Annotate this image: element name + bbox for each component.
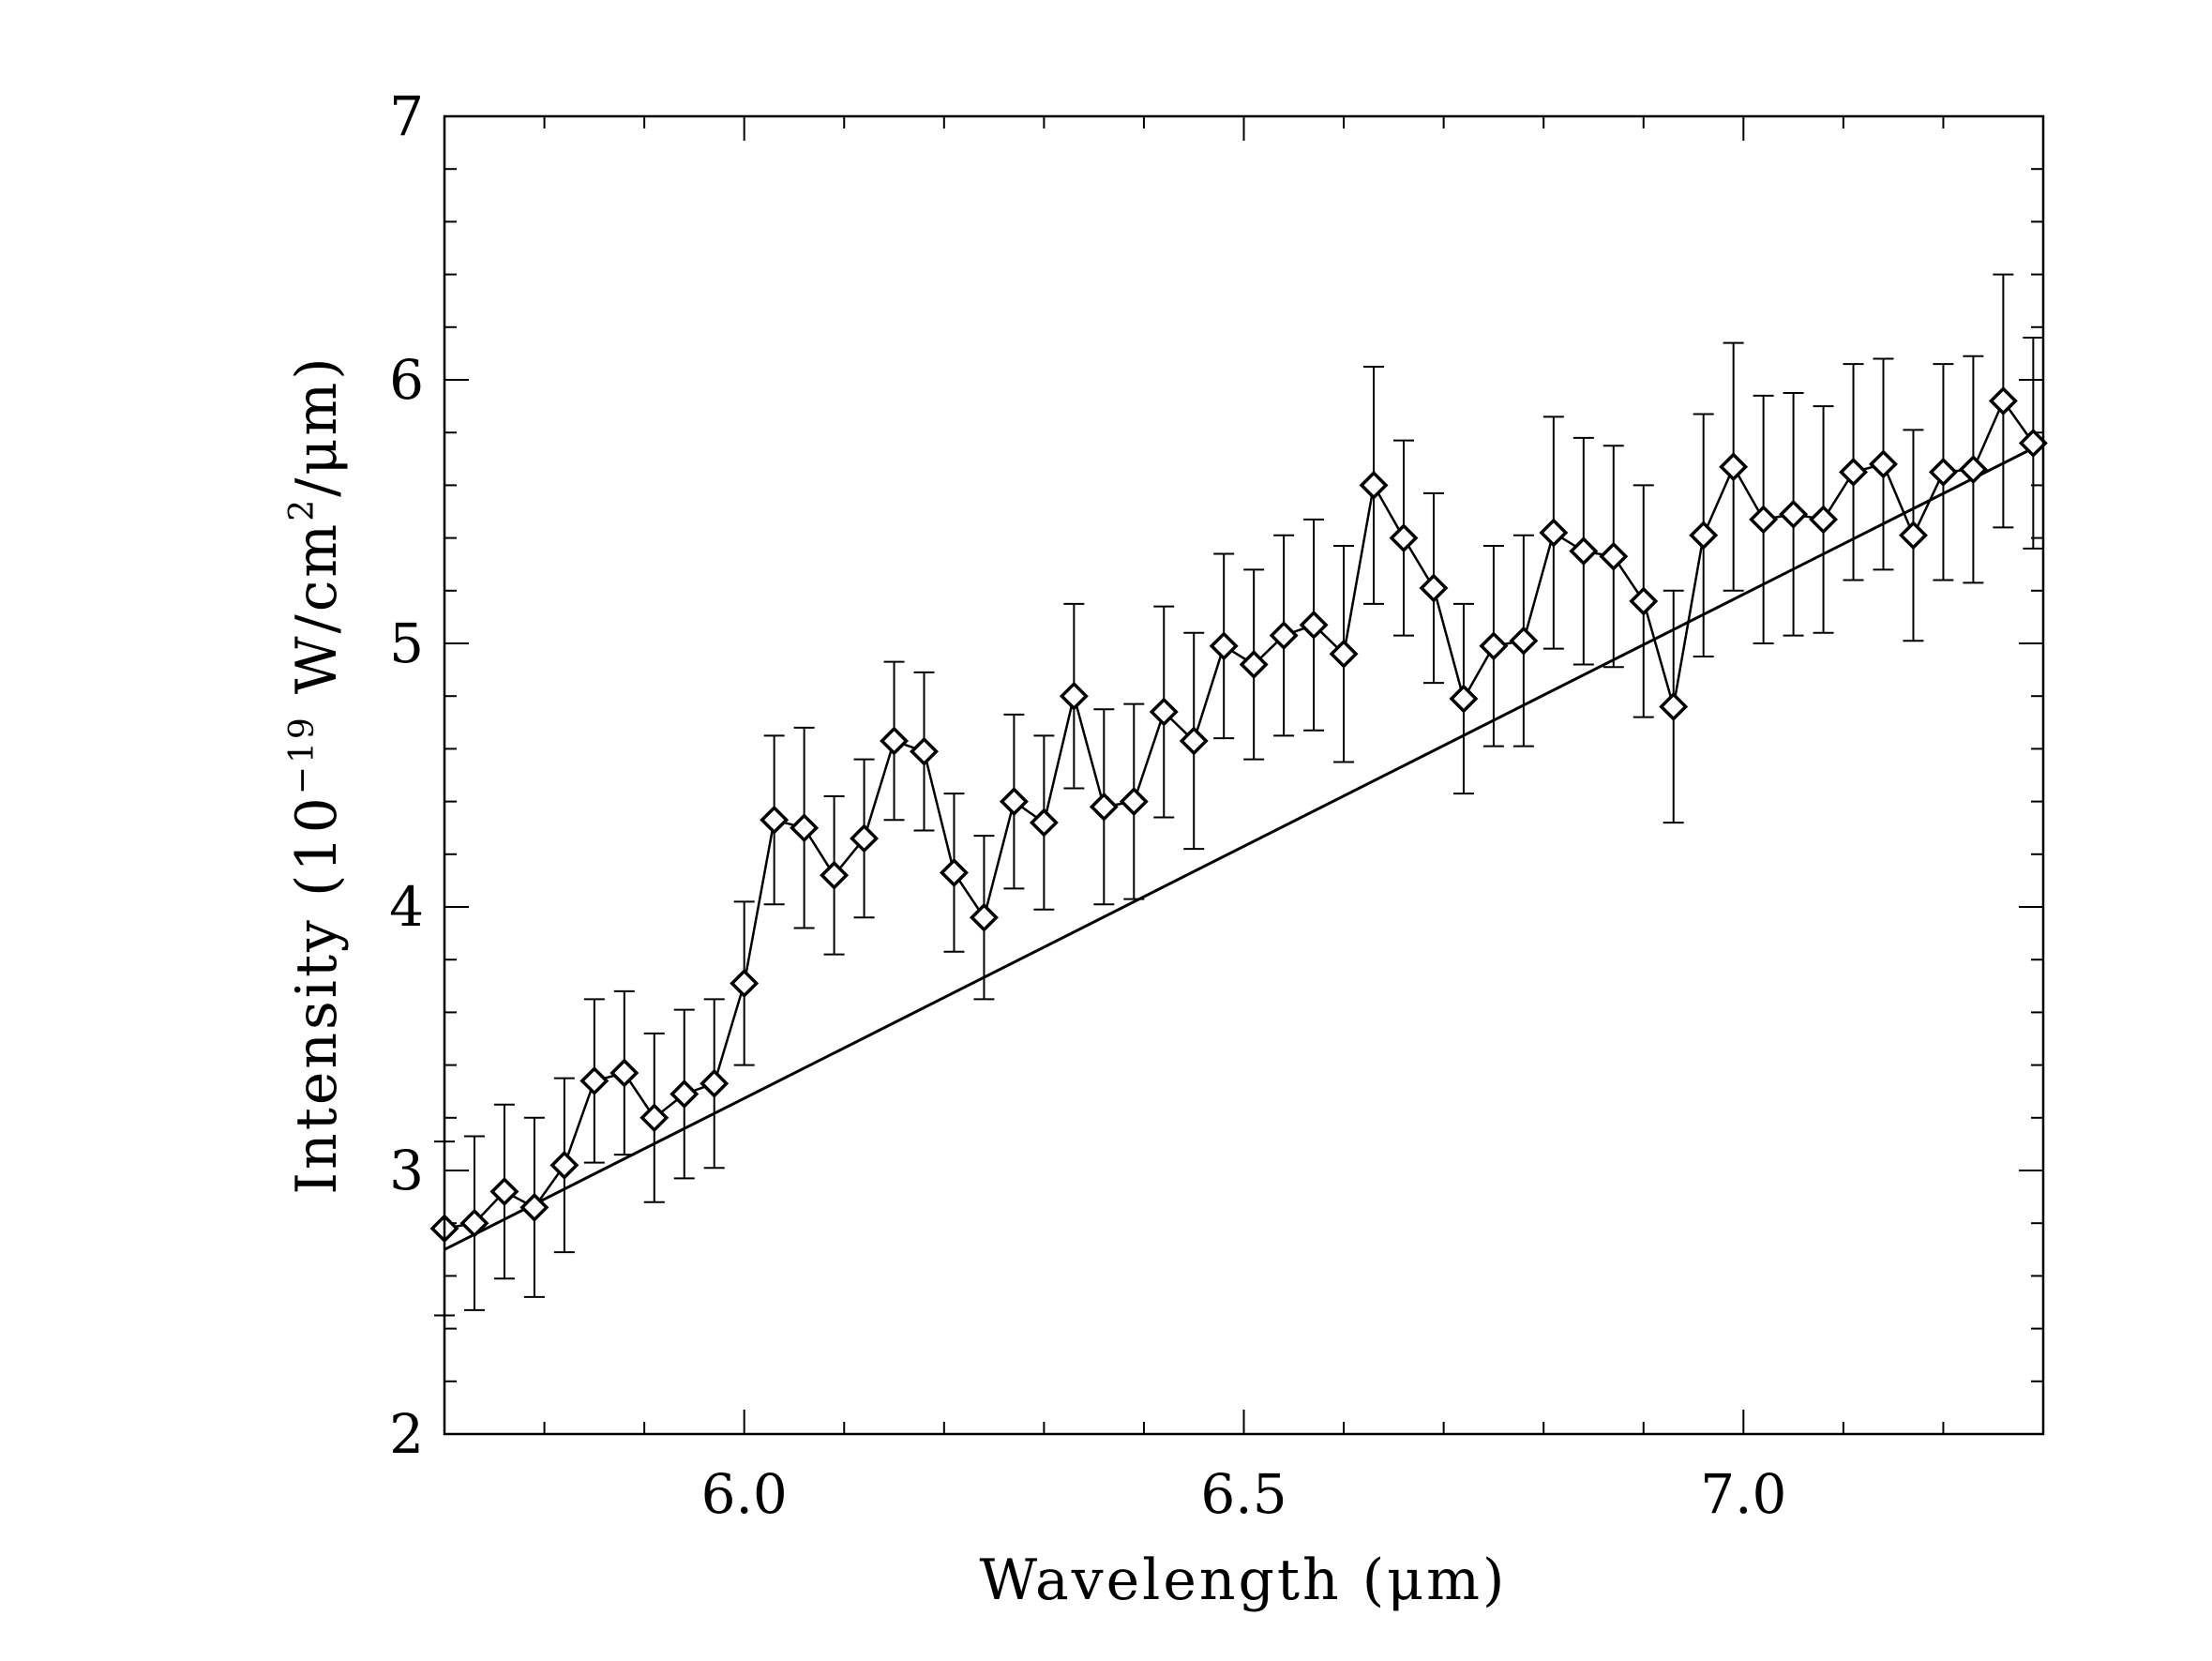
data-point: [1329, 639, 1359, 669]
continuum-fit-line: [444, 442, 2044, 1251]
y-label-exponent: −19: [283, 715, 322, 794]
data-point: [1239, 650, 1269, 679]
y-tick-label: 5: [389, 612, 424, 675]
data-point: [1839, 457, 1869, 487]
y-tick-label: 7: [389, 84, 424, 148]
data-point: [999, 787, 1029, 817]
data-point: [1299, 610, 1329, 640]
x-tick-label: 6.5: [1200, 1462, 1287, 1526]
spectrum-series: [429, 386, 2048, 1244]
y-label-units: W/cm: [284, 521, 350, 715]
data-point: [640, 1103, 670, 1133]
data-point: [1059, 681, 1089, 711]
continuum-fit: [444, 442, 2044, 1251]
data-point: [549, 1150, 579, 1180]
data-point: [1209, 631, 1239, 661]
axis-ticks: [444, 116, 2043, 1434]
data-point: [1509, 626, 1539, 656]
x-axis-label: Wavelength (μm): [980, 1548, 1508, 1613]
data-point: [790, 813, 820, 843]
y-tick-label: 4: [389, 875, 424, 939]
data-point: [489, 1177, 519, 1206]
data-point: [1898, 521, 1928, 551]
data-point: [1359, 470, 1389, 500]
data-point: [1389, 523, 1419, 553]
y-label-suffix: /μm): [284, 355, 350, 497]
data-point: [730, 969, 760, 998]
data-point: [760, 805, 790, 835]
data-point: [1689, 521, 1719, 551]
data-point: [1869, 449, 1898, 479]
data-point: [519, 1192, 549, 1222]
plot-frame: [443, 114, 2045, 1436]
x-tick-label: 7.0: [1700, 1462, 1786, 1526]
data-point: [609, 1058, 640, 1088]
data-point: [700, 1068, 730, 1098]
data-point: [1149, 697, 1179, 727]
x-tick-label: 6.0: [701, 1462, 788, 1526]
data-point: [850, 823, 880, 853]
data-point: [2018, 428, 2048, 458]
data-point: [1659, 691, 1689, 721]
data-point: [459, 1208, 489, 1238]
data-point: [1599, 541, 1629, 571]
data-point: [1269, 621, 1299, 651]
data-point: [1029, 808, 1059, 838]
data-point: [1449, 684, 1479, 714]
data-point: [1479, 631, 1509, 661]
y-tick-label: 2: [389, 1402, 424, 1466]
y-tick-labels: 2 3 4 5 6 7: [389, 84, 424, 1466]
data-point: [820, 860, 850, 890]
data-point: [1569, 536, 1599, 566]
y-tick-label: 3: [389, 1139, 424, 1202]
data-point: [1988, 386, 2018, 415]
data-point: [1419, 573, 1449, 603]
data-point: [670, 1080, 700, 1109]
data-point: [1719, 452, 1749, 482]
y-tick-label: 6: [389, 348, 424, 412]
data-point: [1928, 457, 1958, 487]
data-point: [880, 726, 910, 756]
data-point: [910, 736, 939, 766]
data-point: [1179, 726, 1209, 756]
data-point: [579, 1065, 609, 1095]
error-bars: [434, 273, 2044, 1317]
data-point: [939, 857, 969, 887]
data-point: [1809, 505, 1839, 535]
y-axis-label: Intensity (10−19 W/cm2/μm): [283, 355, 350, 1194]
y-label-prefix: Intensity (10: [284, 794, 350, 1194]
data-point: [1629, 586, 1659, 616]
y-label-area-exponent: 2: [283, 497, 322, 521]
data-point: [1539, 518, 1569, 548]
data-point: [1119, 787, 1149, 817]
data-point: [1089, 792, 1119, 822]
data-point: [1749, 505, 1779, 535]
data-point: [1958, 455, 1988, 485]
x-tick-labels: 6.0 6.5 7.0: [701, 1462, 1787, 1526]
data-point: [1779, 499, 1809, 529]
data-point: [969, 902, 999, 932]
